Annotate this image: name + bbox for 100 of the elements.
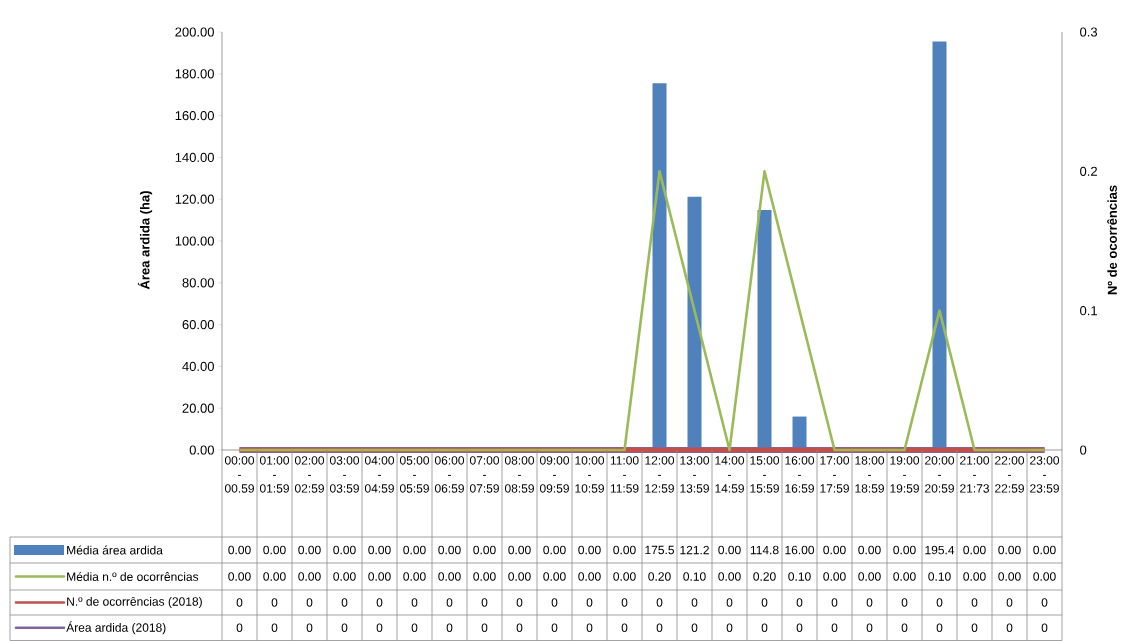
data-label: 0	[446, 623, 453, 633]
data-label: 0.00	[333, 572, 356, 581]
y2-axis-title: Nº de ocorrências	[1107, 185, 1117, 295]
x-tick-label: 03:00 - 03:59	[329, 456, 360, 493]
data-label: 0	[516, 598, 523, 607]
data-label: 0	[271, 623, 278, 633]
x-tick-label: 21:00 - 21:73	[960, 456, 990, 493]
data-label: 16.00	[785, 545, 815, 555]
data-label: 0.00	[403, 572, 426, 581]
y-tick-label: 160.00	[175, 110, 214, 121]
data-label: 0.20	[648, 572, 671, 581]
data-label: 0	[481, 598, 488, 607]
data-label: 0.00	[858, 572, 881, 581]
data-label: 0	[971, 598, 978, 607]
data-label: 0.00	[858, 545, 881, 555]
x-tick-label: 19:00 - 19:59	[890, 456, 920, 493]
data-label: 0.00	[823, 545, 846, 555]
data-label: 0	[376, 623, 383, 633]
data-label: 0	[341, 598, 348, 607]
x-tick-label: 02:00 - 02:59	[294, 456, 325, 493]
data-label: 0	[481, 623, 488, 633]
bar	[652, 83, 667, 450]
data-label: 0	[1006, 598, 1013, 607]
data-label: 0.00	[543, 545, 566, 555]
data-label: 0.10	[683, 572, 706, 581]
data-label: 114.8	[750, 545, 779, 555]
data-label: 0.00	[1033, 545, 1056, 555]
data-label: 0.00	[613, 572, 636, 581]
data-label: 0	[656, 598, 663, 607]
data-label: 0	[411, 598, 418, 607]
data-label: 0.00	[333, 545, 356, 555]
bar	[792, 416, 807, 450]
bar	[932, 41, 947, 450]
data-label: 0.10	[928, 572, 951, 581]
data-label: 0	[411, 623, 418, 633]
data-label: 175.5	[645, 545, 675, 555]
data-label: 0.00	[508, 572, 531, 581]
data-label: 0	[446, 598, 453, 607]
data-label: 0	[621, 623, 628, 633]
x-tick-label: 18:00 - 18:59	[855, 456, 885, 493]
data-label: 0.00	[718, 572, 741, 581]
data-label: 0	[1041, 598, 1048, 607]
data-label: 0.00	[368, 572, 391, 581]
data-label: 0.00	[578, 572, 601, 581]
x-tick-label: 10:00 - 10:59	[575, 456, 605, 493]
data-label: 0.00	[963, 572, 986, 581]
data-label: 0.00	[963, 545, 986, 555]
x-tick-label: 11:00 - 11:59	[610, 456, 639, 493]
data-label: 0.00	[473, 545, 496, 555]
x-tick-label: 09:00 - 09:59	[539, 456, 570, 493]
data-label: 0	[866, 623, 873, 633]
data-label: 0.00	[998, 545, 1021, 555]
y-tick-label: 180.00	[175, 69, 214, 79]
bar	[757, 210, 772, 450]
y-tick-label: 100.00	[175, 236, 214, 246]
data-label: 0	[306, 598, 313, 607]
data-label: 0	[376, 598, 383, 607]
data-label: 0	[656, 623, 663, 633]
y2-tick-label: 0	[1080, 445, 1087, 455]
legend-label: Média área ardida	[67, 545, 163, 555]
legend-label: Média n.º de ocorrências	[67, 572, 199, 581]
legend-label: Área ardida (2018)	[66, 621, 166, 635]
y2-tick-label: 0.3	[1080, 27, 1098, 37]
x-tick-label: 16:00 - 16:59	[785, 456, 815, 493]
data-label: 0	[796, 623, 803, 633]
data-label: 0.00	[263, 545, 286, 555]
data-label: 0.00	[368, 545, 391, 555]
y2-tick-label: 0.1	[1080, 306, 1097, 316]
data-label: 0	[726, 623, 733, 633]
data-label: 0	[936, 598, 943, 607]
data-label: 0.10	[788, 572, 811, 581]
data-label: 0	[936, 623, 943, 633]
y-axis-title: Área ardida (ha)	[137, 191, 153, 290]
data-label: 0	[831, 623, 838, 633]
data-label: 0.20	[753, 572, 776, 581]
x-tick-label: 00:00 - 00.59	[224, 456, 255, 493]
data-label: 0.00	[228, 572, 251, 581]
x-tick-label: 12:00 - 12:59	[645, 456, 675, 493]
data-label: 0.00	[298, 545, 321, 555]
y-tick-label: 0.00	[189, 445, 214, 455]
data-label: 0.00	[508, 545, 531, 555]
data-label: 0	[586, 598, 593, 607]
data-label: 0.00	[613, 545, 636, 555]
data-label: 0.00	[893, 545, 916, 555]
data-label: 121.2	[680, 545, 709, 555]
x-tick-label: 15:00 - 15:59	[750, 456, 780, 493]
data-label: 0	[271, 598, 278, 607]
data-label: 0.00	[228, 545, 251, 555]
data-label: 0	[691, 623, 698, 633]
data-label: 0	[621, 598, 628, 607]
y-tick-label: 20.00	[182, 403, 214, 413]
y-tick-label: 40.00	[182, 361, 214, 371]
data-label: 0.00	[893, 572, 916, 581]
data-label: 0	[306, 623, 313, 633]
data-label: 0	[726, 598, 733, 607]
x-tick-label: 22:00 - 22:59	[995, 456, 1025, 493]
data-label: 0	[236, 598, 243, 607]
y2-tick-label: 0.2	[1080, 166, 1097, 176]
data-label: 0.00	[438, 572, 461, 581]
x-tick-label: 14:00 - 14:59	[715, 456, 745, 493]
